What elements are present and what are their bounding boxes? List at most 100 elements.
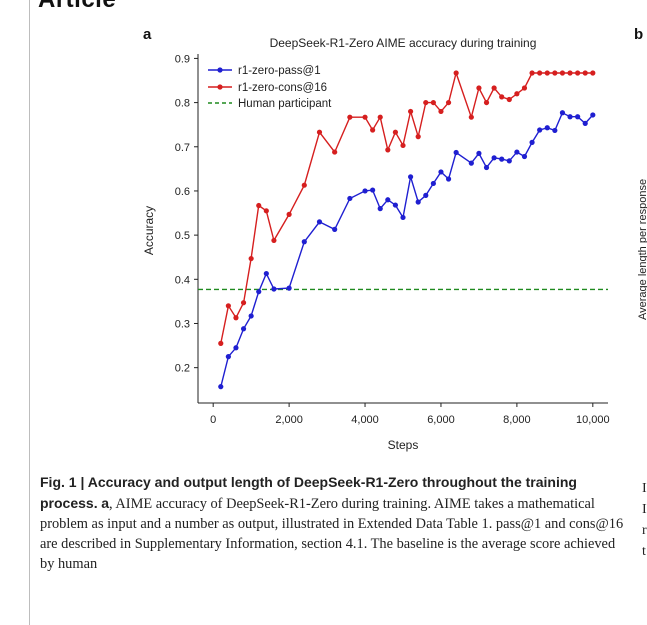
data-point-r1-zero-pass-1 [370,187,376,193]
data-point-r1-zero-cons-16 [537,70,543,76]
data-point-r1-zero-pass-1 [590,112,596,118]
data-point-r1-zero-pass-1 [559,110,566,116]
data-point-r1-zero-pass-1 [499,156,505,162]
data-point-r1-zero-cons-16 [590,70,596,76]
data-point-r1-zero-pass-1 [544,125,550,131]
panel-b-caption-letter: I [642,502,647,517]
data-point-r1-zero-pass-1 [256,289,262,295]
data-point-r1-zero-pass-1 [529,139,535,145]
data-point-r1-zero-pass-1 [567,114,573,120]
panel-label-a: a [143,26,152,43]
data-point-r1-zero-pass-1 [514,149,520,155]
data-point-r1-zero-cons-16 [316,129,323,135]
data-point-r1-zero-cons-16 [385,147,391,153]
panel-b-caption-letter: I [642,481,647,496]
data-point-r1-zero-pass-1 [575,114,581,120]
data-point-r1-zero-pass-1 [407,174,414,180]
data-point-r1-zero-cons-16 [263,208,269,214]
legend-entry: r1-zero-cons@16 [238,82,327,94]
data-point-r1-zero-pass-1 [218,384,224,390]
data-point-r1-zero-cons-16 [415,134,421,140]
series-line-r1-zero-pass-1 [220,111,594,387]
x-tick-label: 2,000 [275,414,303,426]
data-point-r1-zero-pass-1 [445,176,452,182]
data-point-r1-zero-cons-16 [240,300,247,306]
data-point-r1-zero-cons-16 [248,255,254,262]
data-point-r1-zero-cons-16 [225,303,231,309]
data-point-r1-zero-cons-16 [559,70,566,76]
series-group [218,70,596,390]
data-point-r1-zero-pass-1 [453,149,459,156]
data-point-r1-zero-pass-1 [286,285,292,291]
data-point-r1-zero-pass-1 [271,286,277,292]
data-point-r1-zero-cons-16 [430,99,436,106]
data-point-r1-zero-cons-16 [582,70,588,76]
legend-marker [217,67,223,73]
data-point-r1-zero-pass-1 [377,206,383,212]
y-tick-label: 0.4 [175,274,190,286]
data-point-r1-zero-cons-16 [476,85,482,91]
data-point-r1-zero-cons-16 [445,99,452,106]
data-point-r1-zero-pass-1 [468,160,474,166]
column-rule [29,0,30,625]
data-point-r1-zero-cons-16 [332,149,338,155]
data-point-r1-zero-pass-1 [476,150,482,156]
data-point-r1-zero-pass-1 [225,354,231,360]
legend-entry: r1-zero-pass@1 [238,65,321,77]
data-point-r1-zero-cons-16 [271,237,277,244]
data-point-r1-zero-pass-1 [332,226,338,232]
data-point-r1-zero-pass-1 [537,127,543,133]
y-tick-label: 0.7 [175,142,190,154]
data-point-r1-zero-cons-16 [377,114,383,120]
data-point-r1-zero-pass-1 [423,192,429,198]
chart-legend: r1-zero-pass@1 r1-zero-cons@16 Human parti… [208,65,332,110]
data-point-r1-zero-cons-16 [286,211,292,217]
panel-b-caption-letter: r [642,523,647,538]
data-point-r1-zero-cons-16 [423,99,429,106]
caption-text: , AIME accuracy of DeepSeek-R1-Zero duri… [40,496,624,572]
data-point-r1-zero-cons-16 [370,127,376,133]
figure-caption: Fig. 1 | Accuracy and output length of D… [40,472,630,574]
data-point-r1-zero-cons-16 [233,315,239,321]
y-axis-label: Accuracy [142,206,156,255]
x-tick-label: 6,000 [427,414,455,426]
data-point-r1-zero-pass-1 [233,345,239,351]
data-point-r1-zero-pass-1 [400,214,406,221]
x-axis-label: Steps [388,438,419,452]
data-point-r1-zero-cons-16 [529,70,535,76]
data-point-r1-zero-cons-16 [483,99,490,106]
x-tick-label: 0 [210,414,216,426]
data-point-r1-zero-pass-1 [438,169,444,175]
data-point-r1-zero-pass-1 [240,326,247,332]
y-tick-label: 0.3 [175,318,190,330]
data-point-r1-zero-cons-16 [575,70,581,76]
data-point-r1-zero-pass-1 [248,313,254,319]
data-point-r1-zero-cons-16 [499,94,505,100]
y-tick-label: 0.8 [175,98,190,110]
caption-bold: Fig. 1 | Accuracy and output length of D… [40,474,577,511]
data-point-r1-zero-pass-1 [347,195,353,202]
article-header: Article [38,0,116,14]
data-point-r1-zero-pass-1 [521,153,528,160]
y-tick-label: 0.2 [175,363,190,375]
legend-marker [217,84,223,90]
legend-entry: Human participant [238,98,332,110]
y-tick-label: 0.5 [175,230,190,242]
data-point-r1-zero-cons-16 [468,114,474,120]
panel-b-caption-fragment: I I r t [642,478,647,562]
data-point-r1-zero-cons-16 [491,85,497,91]
data-point-r1-zero-pass-1 [362,188,368,194]
caption-panel-ref: a [101,495,109,511]
panel-b-caption-letter: t [642,544,646,559]
data-point-r1-zero-pass-1 [316,219,323,225]
data-point-r1-zero-cons-16 [218,340,224,346]
data-point-r1-zero-pass-1 [392,202,399,208]
data-point-r1-zero-cons-16 [438,108,444,115]
chart-labels: DeepSeek-R1-Zero AIME accuracy during tr… [142,36,536,452]
data-point-r1-zero-cons-16 [567,70,573,76]
data-point-r1-zero-cons-16 [506,96,512,103]
data-point-r1-zero-cons-16 [400,142,406,149]
data-point-r1-zero-pass-1 [263,270,269,277]
series-line-r1-zero-cons-16 [220,70,593,344]
data-point-r1-zero-cons-16 [544,70,550,76]
